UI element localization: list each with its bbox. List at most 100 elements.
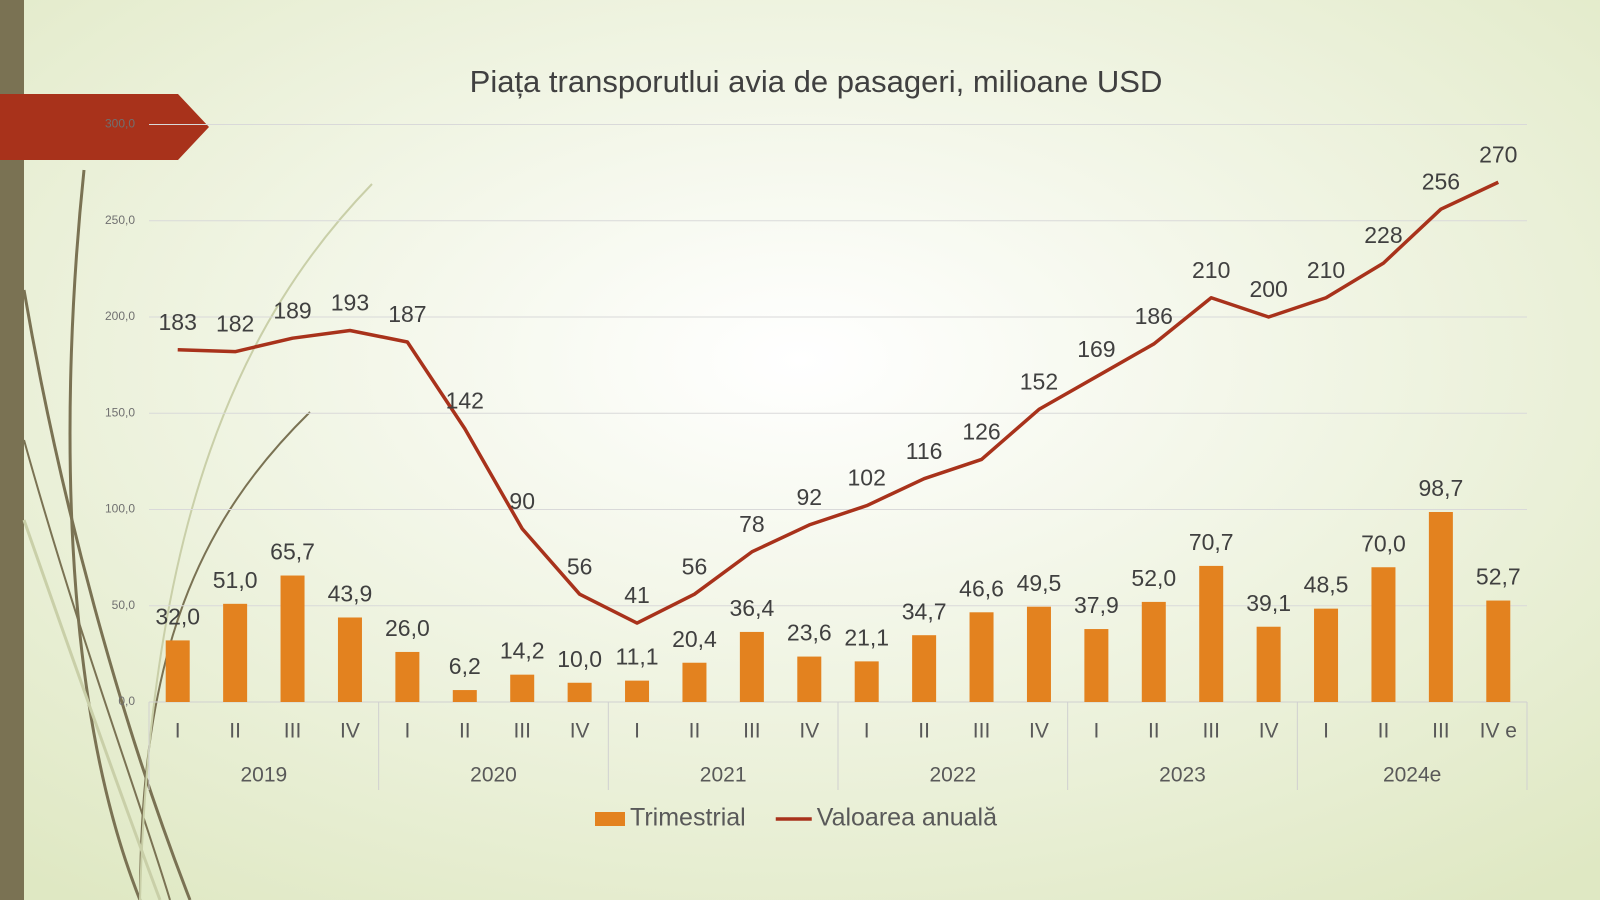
- x-tick-label: III: [284, 720, 302, 743]
- line-value-label: 186: [1135, 303, 1173, 329]
- x-tick-label: I: [175, 720, 181, 743]
- bar-value-label: 46,6: [959, 575, 1004, 601]
- bar: [510, 674, 535, 702]
- line-value-label: 152: [1020, 368, 1058, 394]
- x-tick-label: II: [1378, 720, 1390, 743]
- bar-value-label: 11,1: [616, 644, 659, 670]
- bar-value-label: 98,7: [1418, 475, 1463, 501]
- bar-value-label: 52,0: [1131, 565, 1176, 591]
- x-group-label: 2021: [700, 764, 747, 787]
- y-tick-label: 250,0: [105, 213, 135, 227]
- bar: [1199, 565, 1224, 702]
- bar-value-label: 32,0: [155, 603, 200, 629]
- line-value-label: 56: [682, 553, 708, 579]
- x-tick-label: III: [1432, 720, 1450, 743]
- legend-label: Trimestrial: [630, 804, 746, 832]
- chart-title: Piața transporutlui avia de pasageri, mi…: [470, 64, 1163, 99]
- bar: [1371, 567, 1396, 702]
- y-tick-label: 150,0: [105, 405, 135, 419]
- x-group-label: 2022: [929, 764, 976, 787]
- bar: [739, 631, 764, 702]
- line-value-label: 200: [1249, 276, 1287, 302]
- x-tick-label: III: [1202, 720, 1220, 743]
- x-group-label: 2024e: [1383, 764, 1441, 787]
- line: [177, 180, 1500, 625]
- line-value-label: 90: [509, 488, 535, 514]
- x-tick-label: II: [229, 720, 241, 743]
- bar-value-label: 37,9: [1074, 592, 1119, 618]
- x-group-label: 2023: [1159, 764, 1206, 787]
- x-tick-label: I: [1093, 720, 1099, 743]
- line-value-label: 182: [216, 311, 254, 337]
- x-tick-label: II: [689, 720, 701, 743]
- x-group-label: 2019: [240, 764, 287, 787]
- x-tick-label: IV: [340, 720, 360, 743]
- x-group-label: 2020: [470, 764, 517, 787]
- bar-value-label: 65,7: [270, 539, 315, 565]
- bar-value-label: 6,2: [449, 653, 481, 679]
- y-tick-label: 300,0: [105, 117, 135, 131]
- bar: [682, 662, 707, 702]
- bar-value-label: 49,5: [1017, 570, 1062, 596]
- bar: [969, 612, 994, 702]
- accent-arrow: [0, 94, 209, 160]
- bar: [912, 635, 937, 702]
- y-tick-label: 50,0: [112, 598, 136, 612]
- x-tick-label: IV: [1259, 720, 1279, 743]
- legend-label: Valoarea anuală: [817, 804, 997, 832]
- y-tick-label: 200,0: [105, 309, 135, 323]
- line-value-label: 187: [388, 301, 426, 327]
- line-value-label: 183: [159, 309, 197, 335]
- x-tick-label: III: [513, 720, 531, 743]
- x-tick-label: II: [918, 720, 930, 743]
- line-value-label: 228: [1364, 222, 1402, 248]
- bar-value-label: 43,9: [328, 581, 373, 607]
- bar: [1256, 626, 1281, 702]
- line-value-label: 210: [1307, 257, 1345, 283]
- bar: [625, 680, 650, 702]
- line-value-label: 169: [1077, 336, 1115, 362]
- x-tick-label: II: [1148, 720, 1160, 743]
- bar: [1428, 512, 1453, 702]
- decoration-curves: [22, 169, 373, 900]
- x-tick-label: IV e: [1480, 720, 1517, 743]
- line-value-label: 210: [1192, 257, 1230, 283]
- x-tick-label: IV: [570, 720, 590, 743]
- bar-value-label: 51,0: [213, 567, 258, 593]
- line-value-label: 142: [446, 388, 484, 414]
- line-value-label: 102: [848, 465, 886, 491]
- line-value-label: 256: [1422, 168, 1460, 194]
- bar: [452, 690, 477, 702]
- bar: [223, 603, 248, 702]
- bar: [1486, 600, 1511, 702]
- x-tick-label: I: [1323, 720, 1329, 743]
- x-tick-label: I: [404, 720, 410, 743]
- bar-value-label: 26,0: [385, 615, 430, 641]
- bar-value-label: 48,5: [1304, 572, 1349, 598]
- line-value-label: 78: [739, 511, 765, 537]
- line-value-label: 189: [273, 297, 311, 323]
- line-value-label: 126: [962, 419, 1000, 445]
- line-value-label: 41: [624, 582, 650, 608]
- bar-value-label: 70,0: [1361, 530, 1406, 556]
- bar-value-label: 23,6: [787, 620, 832, 646]
- bar-value-label: 20,4: [672, 626, 717, 652]
- line-value-label: 56: [567, 553, 593, 579]
- bar: [280, 575, 305, 702]
- bar: [1314, 608, 1339, 702]
- x-tick-label: I: [864, 720, 870, 743]
- bar: [1084, 629, 1109, 702]
- x-tick-label: III: [973, 720, 991, 743]
- bar-value-label: 52,7: [1476, 564, 1521, 590]
- y-tick-label: 0,0: [118, 694, 135, 708]
- line-value-label: 193: [331, 290, 369, 316]
- x-tick-label: III: [743, 720, 761, 743]
- x-tick-label: I: [634, 720, 640, 743]
- bar-value-label: 21,1: [844, 624, 889, 650]
- bar: [1026, 606, 1051, 702]
- bar: [1141, 601, 1166, 702]
